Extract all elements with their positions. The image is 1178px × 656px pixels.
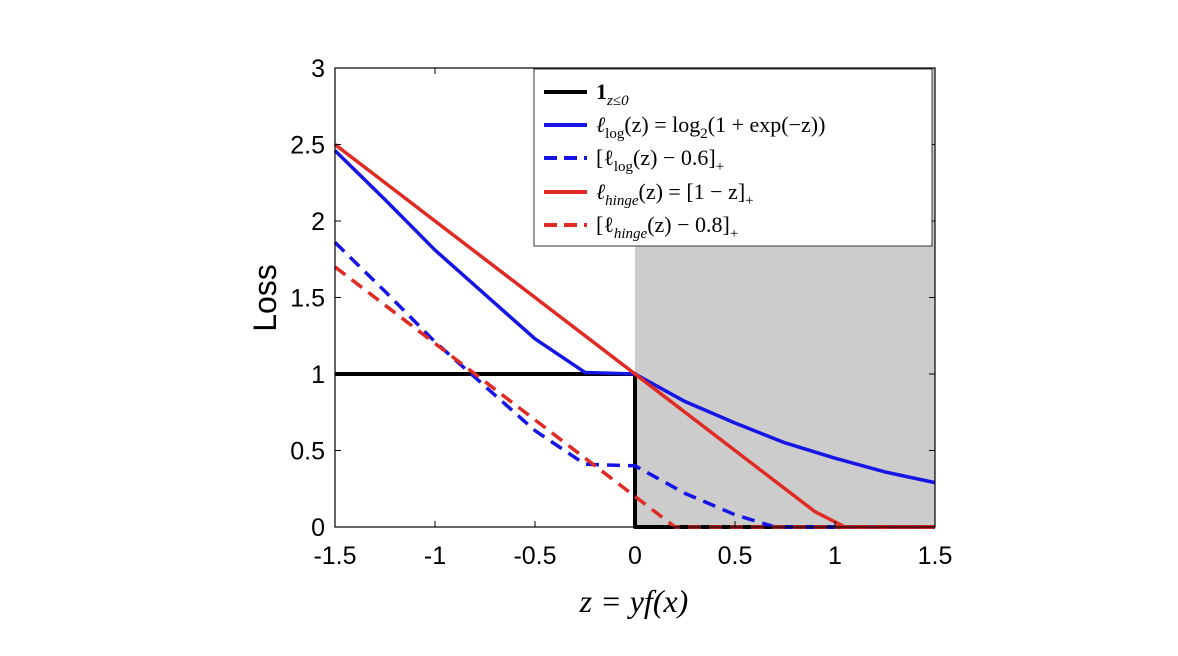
legend-entry-indicator: 1z≤0 xyxy=(596,79,629,109)
y-tick-label: 0 xyxy=(311,514,325,542)
tick-layer: -1.5 -1 -0.5 0 0.5 1 1.5 0 0.5 1 1.5 2 2.5 3 xyxy=(290,55,952,570)
x-tick-label: 1 xyxy=(828,542,842,570)
x-axis-label: z = yf(x) xyxy=(579,583,689,619)
x-tick-label: 0.5 xyxy=(718,542,753,570)
legend-entry-log-shifted: [ℓlog(z) − 0.6]+ xyxy=(596,145,724,175)
y-tick-label: 2 xyxy=(311,208,325,236)
y-tick-label: 2.5 xyxy=(290,132,325,160)
legend-box xyxy=(533,68,933,247)
legend: 1z≤0 ℓlog(z) = log2(1 + exp(−z)) [ℓlog(z… xyxy=(533,68,933,247)
y-axis-label: Loss xyxy=(247,264,283,332)
x-tick-label: 0 xyxy=(628,542,642,570)
y-tick-label: 1 xyxy=(311,361,325,389)
y-tick-label: 3 xyxy=(311,55,325,83)
x-tick-label: -1 xyxy=(424,542,446,570)
x-tick-label: -1.5 xyxy=(313,542,356,570)
legend-entry-log: ℓlog(z) = log2(1 + exp(−z)) xyxy=(596,112,825,142)
legend-entry-hinge: ℓhinge(z) = [1 − z]+ xyxy=(596,179,754,209)
y-tick-label: 0.5 xyxy=(290,438,325,466)
legend-entry-hinge-shifted: [ℓhinge(z) − 0.8]+ xyxy=(596,212,738,242)
x-tick-label: 1.5 xyxy=(918,542,953,570)
y-tick-label: 1.5 xyxy=(290,285,325,313)
series-line-3 xyxy=(333,241,935,529)
x-tick-label: -0.5 xyxy=(513,542,556,570)
